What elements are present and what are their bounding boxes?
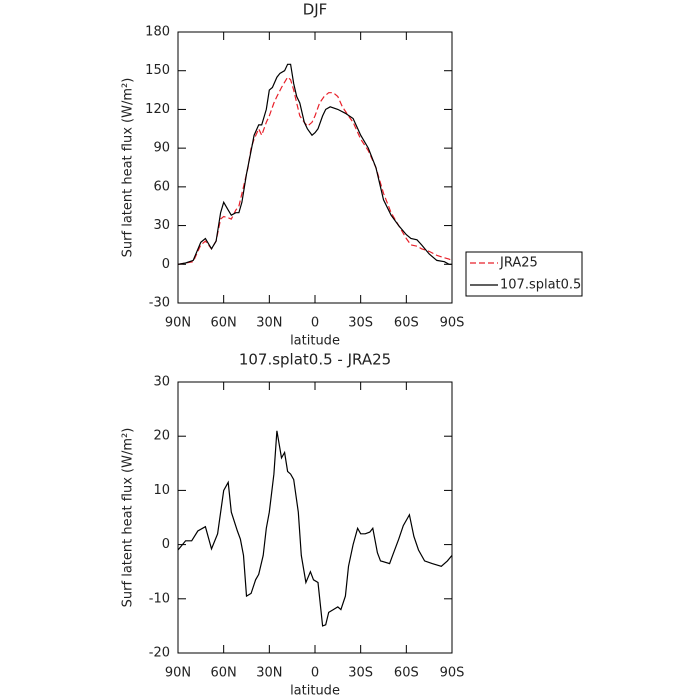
x-tick-label: 60N [211,316,237,331]
x-tick-label: 30S [348,316,373,331]
x-axis-label: latitude [290,684,340,699]
x-tick-label: 0 [311,316,319,331]
chart-title: DJF [303,1,328,19]
x-tick-label: 30N [256,666,282,681]
x-tick-label: 30S [348,666,373,681]
y-tick-label: 0 [162,257,170,272]
series-line [177,76,453,265]
y-tick-label: 120 [145,102,170,117]
y-tick-label: 30 [153,375,170,390]
x-axis-label: latitude [290,334,340,349]
plot-frame [177,31,453,304]
y-axis-label: Surf latent heat flux (W/m²) [121,78,136,258]
legend-label: 107.splat0.5 [500,278,581,293]
x-tick-label: 60N [211,666,237,681]
y-tick-label: 30 [153,218,170,233]
legend-label: JRA25 [499,256,538,271]
x-tick-label: 30N [256,316,282,331]
x-tick-label: 90N [165,316,191,331]
y-tick-label: -10 [149,591,170,606]
x-tick-label: 90S [440,666,465,681]
x-tick-label: 60S [394,316,419,331]
y-tick-label: 180 [145,25,170,40]
y-tick-label: 10 [153,483,170,498]
x-tick-label: 90N [165,666,191,681]
legend-box [465,251,583,297]
series-line [177,63,452,265]
y-axis-label: Surf latent heat flux (W/m²) [121,428,136,608]
y-tick-label: -30 [149,296,170,311]
y-tick-label: 0 [162,537,170,552]
y-tick-label: 60 [153,179,170,194]
y-tick-label: 20 [153,429,170,444]
chart-title: 107.splat0.5 - JRA25 [239,351,391,369]
x-tick-label: 60S [394,666,419,681]
x-tick-label: 0 [311,666,319,681]
y-tick-label: 90 [153,141,170,156]
x-tick-label: 90S [440,316,465,331]
plot-frame [177,381,453,654]
y-tick-label: 150 [145,63,170,78]
series-line [177,430,453,627]
y-tick-label: -20 [149,646,170,661]
